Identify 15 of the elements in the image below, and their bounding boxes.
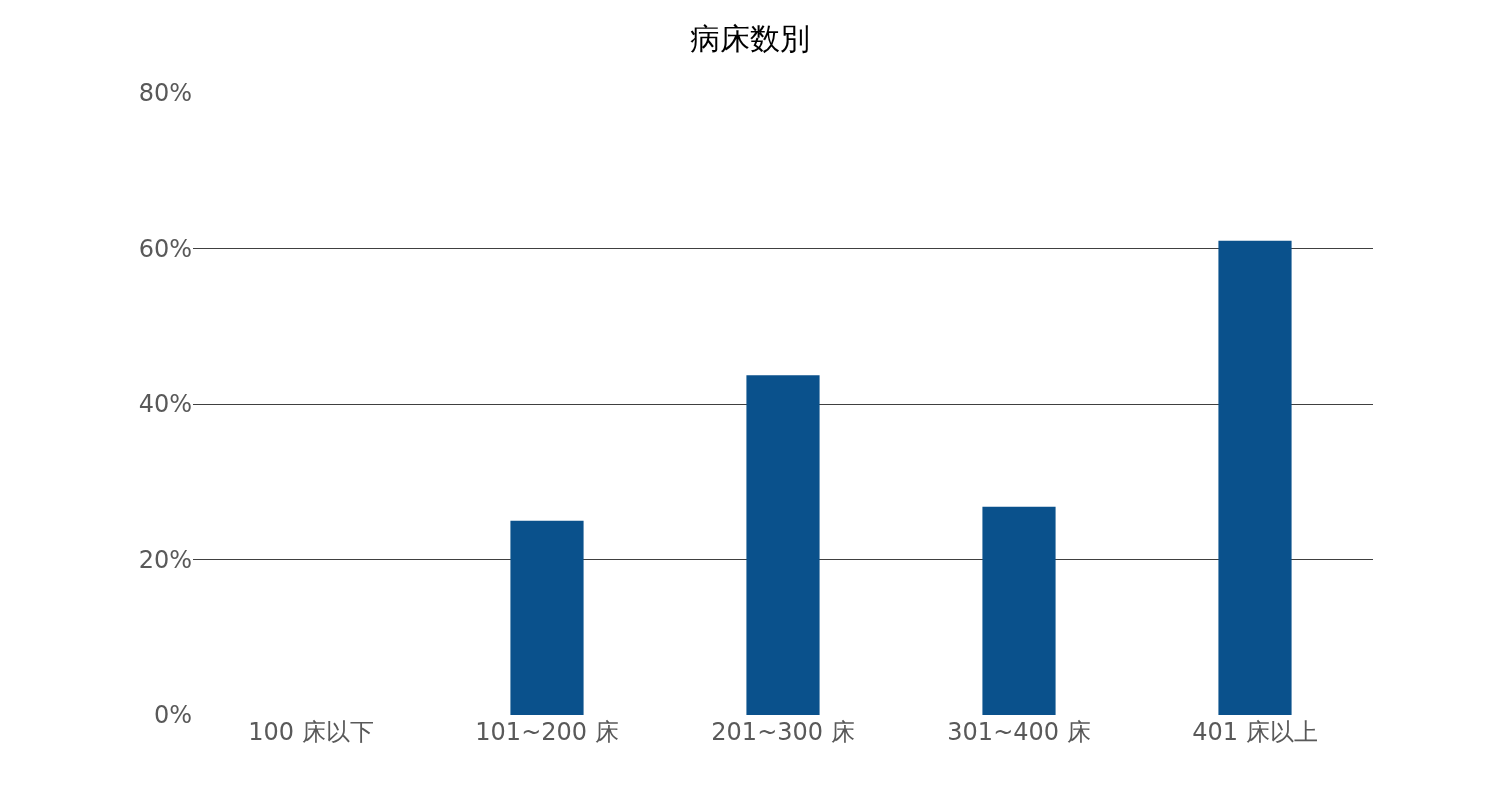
x-tick-label: 201~300 床	[711, 718, 855, 746]
y-tick-label: 80%	[138, 79, 192, 108]
x-tick-label: 100 床以下	[248, 718, 374, 746]
x-tick-label: 301~400 床	[947, 718, 1091, 746]
x-tick-label: 401 床以上	[1192, 718, 1318, 746]
bar	[510, 520, 584, 715]
bar	[746, 375, 820, 715]
y-tick-label: 20%	[138, 545, 192, 574]
y-tick-label: 40%	[138, 390, 192, 419]
x-tick-label: 101~200 床	[475, 718, 619, 746]
bar	[982, 506, 1056, 715]
bar	[1218, 240, 1292, 715]
chart-title: 病床数別	[690, 21, 810, 56]
y-tick-label: 60%	[138, 234, 192, 263]
y-tick-label: 0%	[153, 701, 192, 730]
